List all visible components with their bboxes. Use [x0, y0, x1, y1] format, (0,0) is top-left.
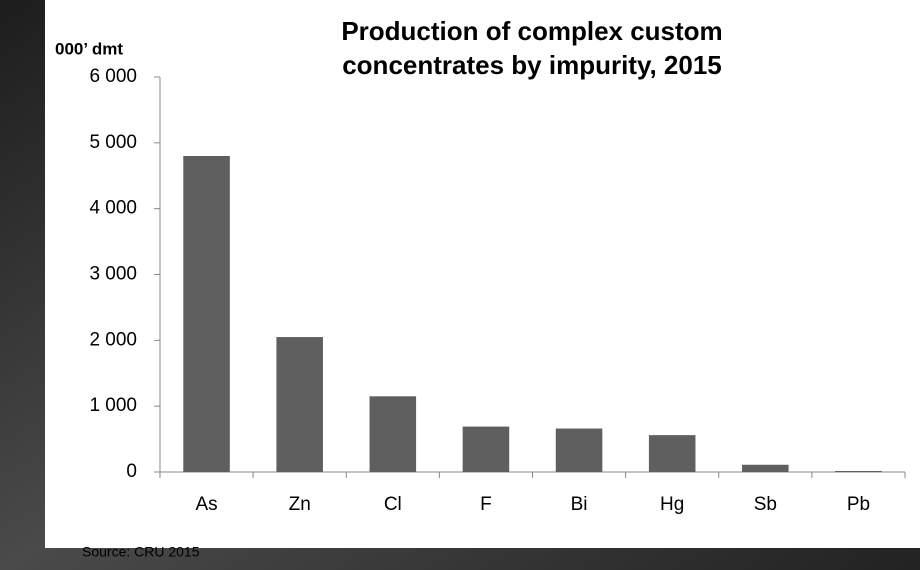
- bar: [648, 435, 696, 472]
- y-tick-label: 0: [126, 461, 137, 482]
- y-tick-label: 1 000: [89, 395, 137, 416]
- bar: [183, 156, 230, 472]
- y-tick-label: 5 000: [89, 132, 137, 153]
- x-tick-label: Cl: [384, 494, 402, 515]
- x-tick-label: Bi: [571, 494, 588, 515]
- source-note: Source: CRU 2015: [82, 544, 200, 560]
- x-tick-label: F: [480, 494, 492, 515]
- x-tick-label: Zn: [289, 494, 311, 515]
- bar: [835, 471, 882, 472]
- x-tick-label: Pb: [847, 494, 870, 515]
- bar: [369, 396, 417, 472]
- y-axis-label: 000’ dmt: [55, 39, 123, 58]
- bar: [276, 337, 323, 472]
- x-tick-label: Sb: [754, 494, 777, 515]
- bar: [742, 464, 789, 472]
- y-tick-label: 4 000: [89, 198, 137, 219]
- y-tick-label: 3 000: [89, 264, 137, 285]
- x-tick-label: Hg: [660, 494, 684, 515]
- chart-title: Production of complex custom concentrate…: [341, 16, 723, 80]
- x-tick-label: As: [195, 494, 217, 515]
- bar: [462, 426, 510, 472]
- y-tick-label: 6 000: [89, 66, 137, 87]
- bar: [555, 428, 603, 472]
- y-tick-label: 2 000: [89, 329, 137, 350]
